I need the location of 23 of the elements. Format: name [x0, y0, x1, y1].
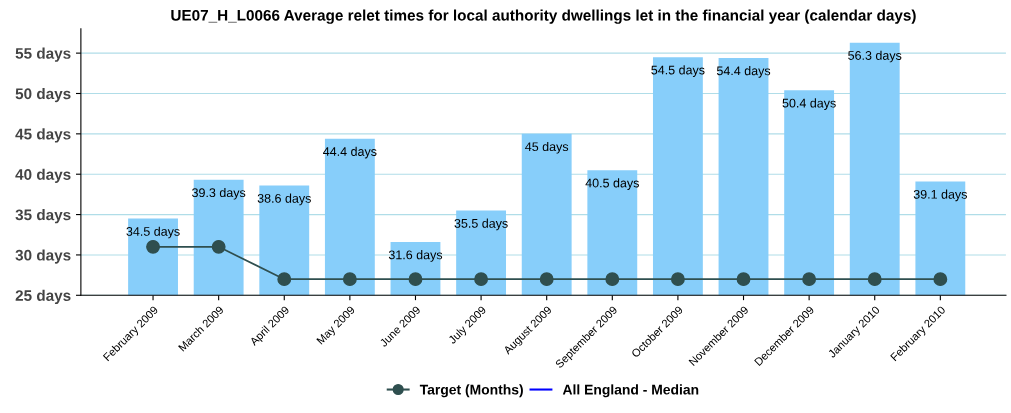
data-label: 54.5 days [651, 65, 705, 77]
y-tick-label: 50 days [15, 87, 71, 103]
data-label: 38.6 days [257, 193, 311, 206]
y-tick-label: 40 days [15, 168, 71, 183]
data-label: 35.5 days [454, 218, 508, 231]
data-label: 34.5 days [126, 226, 180, 239]
y-tick-label: 25 days [15, 289, 71, 304]
data-label: 39.3 days [192, 187, 246, 200]
legend-label: Target (Months) [419, 384, 523, 398]
data-label: 44.4 days [323, 146, 377, 159]
data-label: 54.4 days [716, 66, 771, 78]
y-tick-label: 55 days [15, 47, 71, 62]
data-label: 31.6 days [388, 250, 443, 262]
data-label: 40.5 days [585, 178, 639, 190]
chart-title: UE07_H_L0066 Average relet times for local authority dwellings let in the financial year (calendar days) [171, 9, 916, 24]
y-tick-label: 45 days [15, 128, 71, 143]
data-label: 39.1 days [913, 189, 967, 202]
data-label: 50.4 days [782, 98, 836, 110]
y-tick-label: 30 days [15, 249, 71, 264]
data-label: 45 days [525, 141, 569, 154]
y-tick-label: 35 days [15, 209, 71, 224]
data-label: 56.3 days [848, 50, 902, 63]
legend-label: All England - Median [562, 384, 699, 398]
